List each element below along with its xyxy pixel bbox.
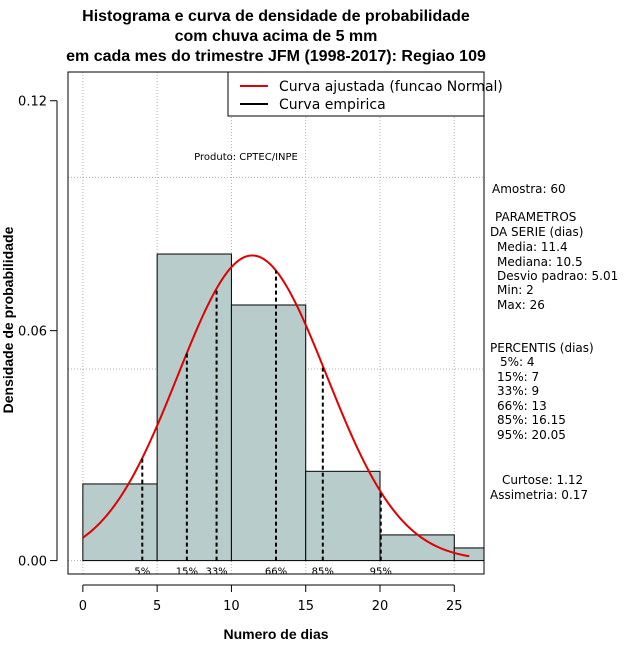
stat-param-title-2: DA SERIE (dias) <box>490 225 583 239</box>
percentile-label: 5% <box>134 567 150 578</box>
stat-param-title-1: PARAMETROS <box>495 210 576 224</box>
stat-perc-title: PERCENTIS (dias) <box>490 341 594 355</box>
percentile-label: 33% <box>205 567 227 578</box>
stat-amostra: Amostra: 60 <box>492 182 566 196</box>
normal-curve-group <box>82 254 470 558</box>
y-tick-label: 0.06 <box>18 325 47 340</box>
x-tick-label: 20 <box>372 599 389 614</box>
x-axis-title: Numero de dias <box>223 626 328 642</box>
percentile-label: 95% <box>370 567 392 578</box>
stat-desvio: Desvio padrao: 5.01 <box>497 269 618 283</box>
histogram-bars <box>82 253 485 562</box>
stat-max: Max: 26 <box>497 298 545 312</box>
stat-p5: 5%: 4 <box>500 355 535 369</box>
stat-media: Media: 11.4 <box>497 240 568 254</box>
percentile-lines: 5% 15% 33% 66% 85% 95% <box>134 270 392 578</box>
stat-p15: 15%: 7 <box>497 370 539 384</box>
product-annotation: Produto: CPTEC/INPE <box>194 152 298 163</box>
percentile-label: 85% <box>312 567 334 578</box>
histogram-bar <box>305 470 381 562</box>
stats-panel: Amostra: 60 PARAMETROS DA SERIE (dias) M… <box>490 182 618 502</box>
legend-label-empirical: Curva empirica <box>279 97 386 113</box>
x-tick-label: 0 <box>79 599 87 614</box>
stat-p66: 66%: 13 <box>497 399 547 413</box>
percentile-label: 66% <box>265 567 287 578</box>
stat-min: Min: 2 <box>497 283 534 297</box>
y-tick-label: 0.00 <box>18 555 47 570</box>
legend: Curva ajustada (funcao Normal) Curva emp… <box>227 71 503 117</box>
histogram-bar <box>82 483 158 562</box>
percentile-label: 15% <box>176 567 198 578</box>
chart-title-line-2: com chuva acima de 5 mm <box>175 28 378 45</box>
x-tick-label: 10 <box>223 599 240 614</box>
axes: 0 5 10 15 20 25 0.00 0.06 0.12 <box>18 95 463 614</box>
stat-curtose: Curtose: 1.12 <box>502 473 583 487</box>
stat-p95: 95%: 20.05 <box>497 428 566 442</box>
chart-title-line-1: Histograma e curva de densidade de proba… <box>82 8 470 25</box>
histogram-bar <box>379 534 455 562</box>
y-tick-label: 0.12 <box>18 95 47 110</box>
stat-assimetria: Assimetria: 0.17 <box>490 488 588 502</box>
x-tick-label: 15 <box>297 599 314 614</box>
x-tick-label: 5 <box>153 599 161 614</box>
stat-p85: 85%: 16.15 <box>497 413 566 427</box>
y-axis-title: Densidade de probabilidade <box>0 226 16 413</box>
stat-mediana: Mediana: 10.5 <box>497 255 583 269</box>
stat-p33: 33%: 9 <box>497 384 539 398</box>
legend-label-fit: Curva ajustada (funcao Normal) <box>279 79 503 95</box>
normal-fit-curve <box>82 254 470 558</box>
histogram-bar <box>230 304 307 562</box>
histogram-bar <box>156 253 232 562</box>
x-tick-label: 25 <box>446 599 463 614</box>
legend-box <box>227 71 485 117</box>
chart-title-line-3: em cada mes do trimestre JFM (1998-2017)… <box>66 48 486 65</box>
